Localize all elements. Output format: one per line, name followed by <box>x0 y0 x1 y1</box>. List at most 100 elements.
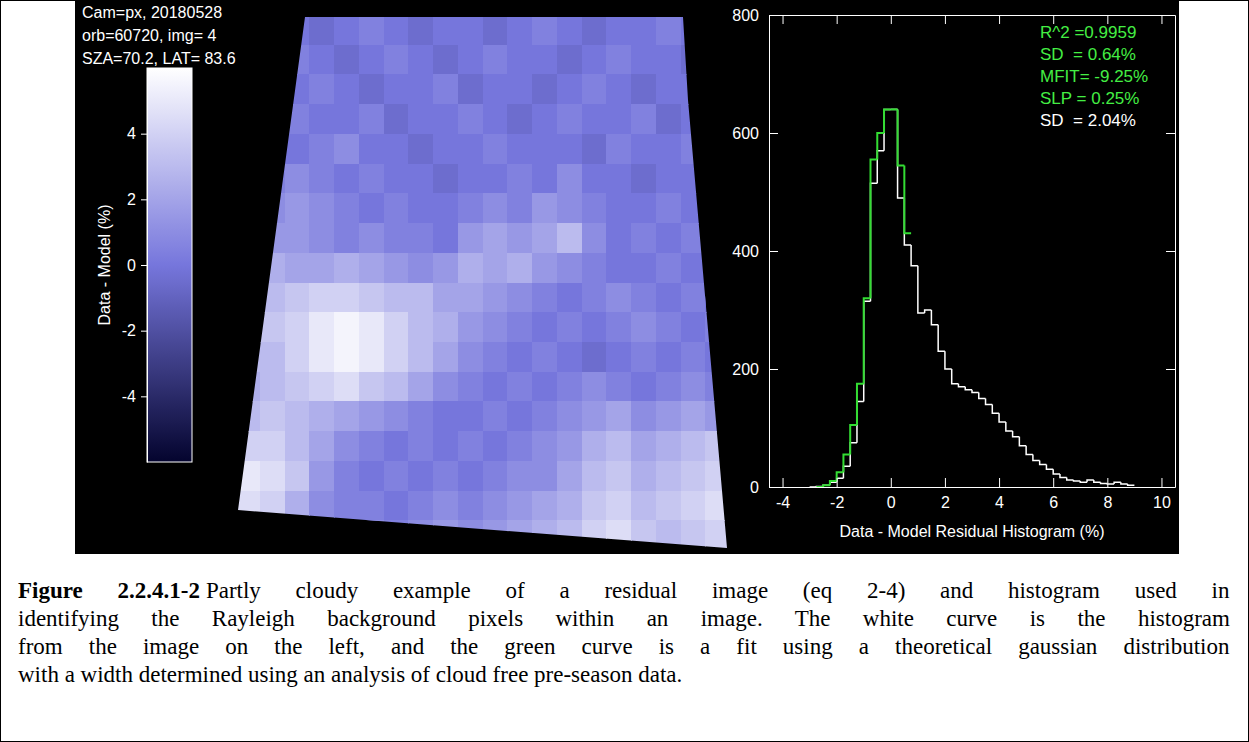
cell <box>532 164 557 194</box>
annotation: orb=60720, img= 4 <box>82 27 216 44</box>
cell <box>557 164 582 194</box>
tick <box>891 15 892 24</box>
tick-mark <box>141 396 147 397</box>
cell <box>334 312 359 342</box>
histogram-step <box>992 404 999 413</box>
cell <box>532 491 557 521</box>
tick-label: 8 <box>1103 494 1112 511</box>
cell <box>359 104 384 134</box>
histogram-series <box>810 109 1135 487</box>
cell <box>483 520 508 550</box>
statistic: SD = 0.64% <box>1040 45 1136 64</box>
cell <box>458 401 483 431</box>
cell <box>681 15 706 45</box>
cell <box>532 461 557 491</box>
cell <box>656 223 681 253</box>
histogram-step <box>857 401 864 442</box>
cell <box>458 312 483 342</box>
x-axis-title: Data - Model Residual Histogram (%) <box>840 523 1105 540</box>
cell <box>359 312 384 342</box>
cell <box>681 431 706 461</box>
figure: Cam=px, 20180528orb=60720, img= 4SZA=70.… <box>0 0 1249 742</box>
cell <box>507 520 532 550</box>
tick-mark <box>141 265 147 266</box>
cell <box>507 372 532 402</box>
cell <box>433 283 458 313</box>
cell <box>458 104 483 134</box>
statistic: MFIT= -9.25% <box>1040 67 1148 86</box>
histogram-step <box>884 109 891 133</box>
cell <box>260 223 285 253</box>
cell <box>705 520 730 550</box>
cell <box>458 283 483 313</box>
cell <box>582 431 607 461</box>
tick-mark <box>769 251 778 252</box>
cell <box>656 164 681 194</box>
cell <box>408 15 433 45</box>
statistic: SLP = 0.25% <box>1040 89 1139 108</box>
cell <box>359 45 384 75</box>
cell <box>631 431 656 461</box>
cell <box>557 342 582 372</box>
cell <box>235 342 260 372</box>
cell <box>285 15 310 45</box>
cell <box>606 193 631 223</box>
cell <box>606 15 631 45</box>
cell <box>458 45 483 75</box>
cell <box>483 372 508 402</box>
cell <box>656 15 681 45</box>
cell <box>408 461 433 491</box>
cell <box>408 372 433 402</box>
cell <box>656 253 681 283</box>
cell <box>582 193 607 223</box>
cell <box>681 104 706 134</box>
histogram-step <box>816 486 823 487</box>
cell <box>309 372 334 402</box>
cell <box>582 372 607 402</box>
cell <box>705 283 730 313</box>
cell <box>582 461 607 491</box>
cell <box>606 491 631 521</box>
tick-mark <box>1107 478 1108 487</box>
cell <box>656 193 681 223</box>
tick-mark <box>837 15 838 24</box>
cell <box>408 134 433 164</box>
tick-mark <box>1166 15 1175 16</box>
cell <box>507 461 532 491</box>
tick-mark <box>769 369 778 370</box>
cell <box>507 74 532 104</box>
cell <box>285 372 310 402</box>
tick: 600 <box>732 125 778 142</box>
cell <box>631 401 656 431</box>
cell <box>384 491 409 521</box>
cell <box>606 283 631 313</box>
tick-label: -4 <box>122 388 136 405</box>
residual-image <box>235 15 731 551</box>
cell <box>260 372 285 402</box>
cell <box>507 283 532 313</box>
tick-label: 6 <box>1049 494 1058 511</box>
tick-mark <box>783 478 784 487</box>
cell <box>433 520 458 550</box>
cell <box>334 45 359 75</box>
cell <box>557 401 582 431</box>
cell <box>458 461 483 491</box>
cell <box>532 193 557 223</box>
cell <box>532 431 557 461</box>
cell <box>656 491 681 521</box>
cell <box>483 461 508 491</box>
tick: 6 <box>1049 478 1058 511</box>
cell <box>384 401 409 431</box>
cell <box>532 283 557 313</box>
histogram-step <box>1013 431 1020 437</box>
cell <box>285 134 310 164</box>
tick <box>1166 487 1175 488</box>
histogram-step <box>1067 478 1074 480</box>
caption-line: from the image on the left, and the gree… <box>18 634 1230 659</box>
cell <box>606 431 631 461</box>
cell <box>384 283 409 313</box>
cell <box>285 401 310 431</box>
cell <box>483 312 508 342</box>
cell <box>384 134 409 164</box>
histogram-step <box>1046 465 1053 470</box>
